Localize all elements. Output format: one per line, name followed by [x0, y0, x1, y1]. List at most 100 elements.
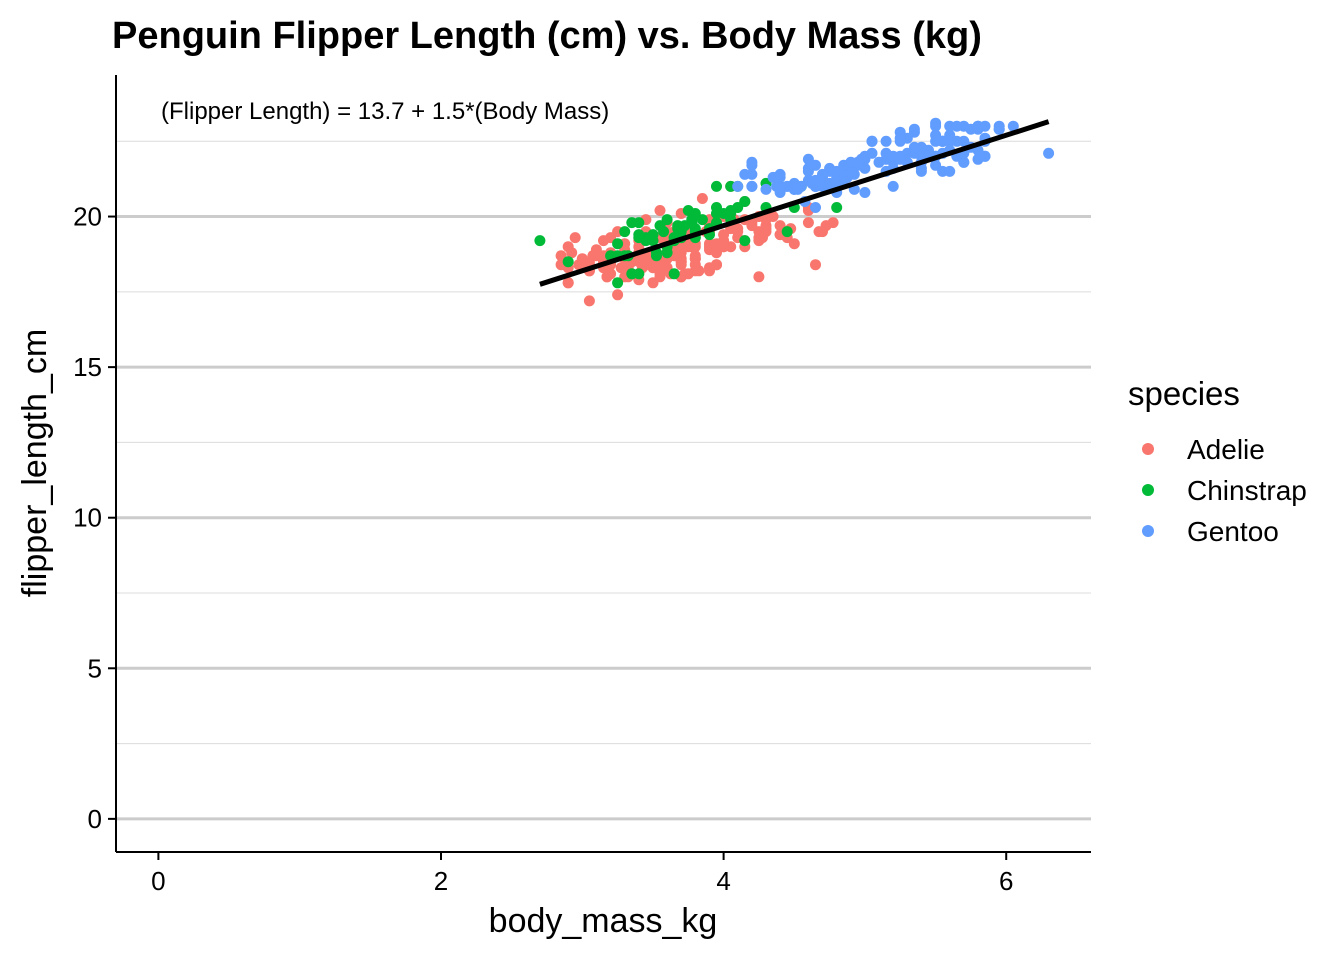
data-point-gentoo [866, 135, 878, 147]
data-point-gentoo [792, 183, 804, 195]
legend-key-chinstrap [1142, 484, 1154, 496]
data-point-adelie [562, 241, 574, 253]
data-point-gentoo [972, 120, 984, 132]
data-point-adelie [612, 289, 624, 301]
data-point-gentoo [930, 159, 942, 171]
data-point-adelie [753, 271, 765, 283]
legend-key-adelie [1142, 443, 1154, 455]
data-point-adelie [732, 226, 744, 238]
legend-label-chinstrap: Chinstrap [1187, 475, 1307, 506]
y-tick-label: 20 [73, 202, 102, 232]
y-axis-ticks: 0 5 10 15 20 [73, 202, 116, 834]
legend-key-gentoo [1142, 525, 1154, 537]
x-axis-ticks: 0 2 4 6 [151, 852, 1013, 896]
data-point-adelie [562, 277, 574, 289]
data-point-adelie [696, 193, 708, 204]
data-point-adelie [590, 244, 602, 256]
data-point-adelie [746, 220, 758, 232]
data-point-adelie [689, 250, 701, 262]
data-point-chinstrap [626, 217, 638, 229]
data-point-gentoo [866, 147, 878, 159]
data-point-adelie [654, 271, 666, 283]
data-point-adelie [605, 268, 617, 280]
data-point-gentoo [746, 168, 758, 180]
x-tick-label: 6 [999, 866, 1013, 896]
data-point-adelie [583, 295, 595, 307]
x-tick-label: 0 [151, 866, 165, 896]
y-tick-label: 5 [88, 653, 102, 683]
data-point-gentoo [802, 153, 814, 165]
data-point-adelie [569, 232, 581, 244]
y-tick-label: 10 [73, 503, 102, 533]
data-point-gentoo [810, 202, 821, 213]
data-point-adelie [760, 214, 772, 226]
data-point-gentoo [774, 187, 786, 198]
data-point-adelie [753, 232, 765, 244]
data-point-adelie [576, 253, 588, 265]
data-point-gentoo [859, 187, 871, 198]
data-point-adelie [718, 229, 730, 241]
data-point-gentoo [802, 165, 814, 177]
data-point-chinstrap [651, 250, 662, 262]
x-tick-label: 2 [434, 866, 448, 896]
data-point-gentoo [930, 117, 942, 129]
data-point-gentoo [771, 171, 783, 183]
data-point-adelie [760, 223, 772, 235]
data-point-chinstrap [831, 202, 843, 213]
data-point-chinstrap [612, 277, 624, 289]
regression-equation-annotation: (Flipper Length) = 13.7 + 1.5*(Body Mass… [161, 98, 609, 125]
data-point-gentoo [838, 159, 850, 171]
legend: species Adelie Chinstrap Gentoo [1128, 375, 1307, 547]
data-point-chinstrap [711, 180, 722, 192]
chart-title: Penguin Flipper Length (cm) vs. Body Mas… [112, 15, 982, 57]
gridlines [116, 140, 1091, 821]
legend-title: species [1128, 375, 1240, 412]
data-point-adelie [598, 235, 609, 247]
data-point-gentoo [993, 123, 1005, 135]
data-point-adelie [693, 265, 705, 277]
data-point-gentoo [760, 183, 772, 195]
data-point-adelie [810, 259, 821, 271]
legend-label-adelie: Adelie [1187, 434, 1265, 465]
regression-line-group [539, 119, 1050, 287]
data-point-gentoo [746, 156, 758, 168]
data-point-chinstrap [633, 232, 645, 244]
data-point-chinstrap [562, 256, 574, 268]
y-tick-label: 15 [73, 352, 102, 382]
data-point-adelie [802, 217, 814, 229]
data-point-gentoo [852, 156, 864, 168]
data-point-gentoo [908, 123, 920, 135]
data-point-gentoo [908, 141, 920, 153]
data-point-gentoo [887, 180, 899, 192]
data-point-adelie [704, 262, 715, 274]
data-point-adelie [827, 217, 839, 229]
data-point-gentoo [746, 180, 758, 192]
data-point-gentoo [873, 156, 885, 168]
data-point-adelie [640, 259, 652, 271]
data-point-gentoo [951, 120, 963, 132]
data-point-gentoo [838, 174, 850, 186]
data-point-chinstrap [661, 247, 673, 259]
data-point-chinstrap [689, 208, 701, 219]
data-point-chinstrap [718, 208, 730, 219]
legend-label-gentoo: Gentoo [1187, 516, 1279, 547]
data-point-gentoo [1043, 147, 1055, 159]
data-point-chinstrap [668, 268, 680, 280]
x-tick-label: 4 [716, 866, 730, 896]
data-point-chinstrap [672, 220, 684, 232]
y-tick-label: 0 [88, 804, 102, 834]
data-point-gentoo [1007, 120, 1019, 132]
data-point-adelie [704, 244, 715, 256]
data-point-chinstrap [626, 268, 638, 280]
data-point-gentoo [944, 165, 956, 177]
data-point-chinstrap [654, 220, 666, 232]
data-point-gentoo [930, 135, 942, 147]
series-chinstrap [534, 177, 843, 289]
data-point-adelie [679, 268, 691, 280]
x-axis-title: body_mass_kg [489, 902, 718, 940]
data-point-gentoo [880, 135, 892, 147]
data-point-gentoo [958, 135, 970, 147]
regression-line [539, 119, 1050, 287]
data-point-adelie [718, 241, 730, 253]
